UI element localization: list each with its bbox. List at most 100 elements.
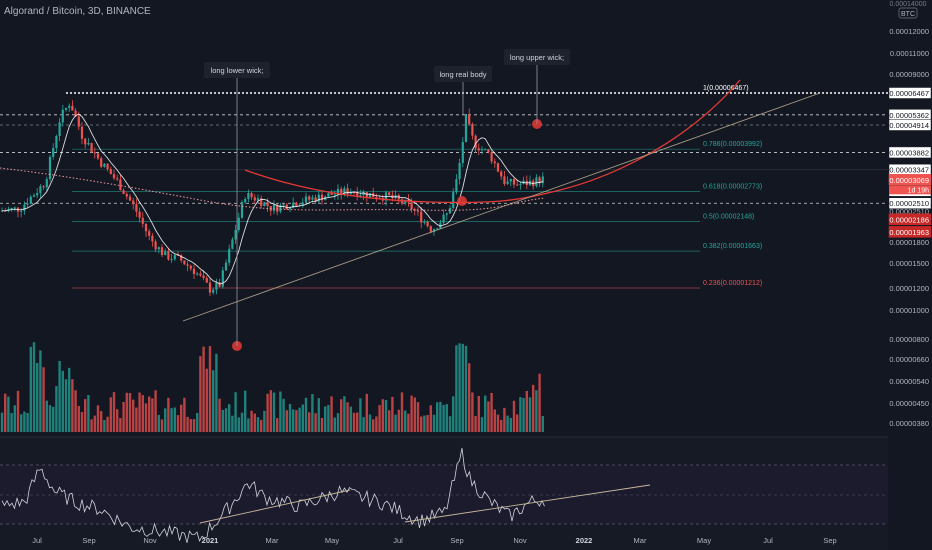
annotations[interactable]: long lower wick; long real body long upper…: [204, 49, 570, 346]
volume-bar: [132, 399, 135, 432]
candle-body: [538, 177, 541, 184]
candle: [442, 209, 445, 226]
volume-histogram: [0, 342, 544, 432]
volume-bar: [256, 417, 260, 432]
volume-bar: [352, 412, 356, 432]
price-badge-text: 0.00001963: [889, 228, 929, 237]
candle: [512, 178, 516, 188]
price-tick-label: 0.00001000: [889, 306, 929, 315]
candle-body: [509, 179, 512, 182]
volume-bar: [487, 401, 490, 432]
callout[interactable]: long lower wick;: [204, 62, 270, 346]
price-badge-bg: [888, 226, 932, 238]
candle-body: [32, 195, 36, 197]
candle-body: [52, 148, 55, 157]
volume-bar: [288, 404, 292, 432]
candle: [455, 174, 458, 195]
candle-body: [416, 210, 420, 212]
candle-body: [77, 116, 80, 127]
candle-body: [336, 188, 340, 195]
candle-body: [26, 203, 29, 205]
candle: [538, 175, 541, 188]
candle: [426, 220, 429, 228]
volume-bar: [541, 415, 544, 432]
fib-level-label: 0.236(0.00001212): [703, 280, 762, 287]
fib-retracement[interactable]: 1(0.00006467) 0.786(0.00003992) 0.618(0.00…: [0, 85, 888, 289]
candle-body: [42, 186, 45, 188]
volume-bar: [317, 398, 320, 432]
candle-body: [256, 198, 260, 201]
volume-bar: [103, 419, 106, 432]
candle: [199, 270, 202, 277]
callout-box: [434, 66, 492, 82]
candle: [26, 198, 29, 208]
indicator-overlays: [0, 79, 821, 351]
volume-bar: [468, 363, 471, 432]
candle-body: [301, 202, 304, 206]
candle-body: [93, 152, 96, 154]
candle: [87, 138, 90, 146]
price-badge: 0.00003347: [888, 163, 932, 176]
candle-body: [276, 204, 279, 212]
volume-bar: [525, 390, 528, 432]
candle-body: [400, 199, 404, 204]
candle: [164, 248, 167, 256]
callout[interactable]: long real body: [434, 66, 492, 115]
candle-body: [132, 200, 135, 205]
marker-dot: [457, 196, 467, 206]
candle: [295, 201, 298, 208]
candle-body: [535, 177, 538, 187]
candle: [250, 192, 253, 201]
currency-box[interactable]: [898, 7, 918, 19]
candle: [535, 174, 538, 188]
candle: [93, 147, 96, 159]
candle: [186, 261, 189, 272]
callout[interactable]: long upper wick;: [504, 49, 570, 124]
candle: [304, 192, 308, 205]
candle-body: [23, 204, 26, 211]
candle: [477, 143, 480, 156]
candle: [314, 194, 317, 205]
candle: [167, 247, 170, 261]
volume-bar: [23, 411, 26, 432]
volume-bar: [381, 399, 384, 432]
volume-bar: [272, 392, 276, 432]
volume-bar: [413, 397, 416, 432]
candle: [224, 259, 228, 271]
candle: [468, 108, 471, 126]
candle: [52, 143, 55, 160]
candle-body: [292, 202, 295, 208]
candle: [279, 202, 282, 214]
ascending-trendline[interactable]: [182, 92, 821, 322]
candle: [484, 148, 487, 151]
fib-level-label: 0.618(0.00002773): [703, 184, 762, 191]
volume-bar: [138, 392, 141, 432]
volume-bar: [13, 405, 16, 432]
price-badge: 0.00004914: [888, 119, 932, 131]
volume-bar: [359, 398, 362, 432]
candle: [285, 203, 288, 210]
candle: [221, 266, 224, 289]
candle-body: [151, 235, 154, 242]
candle: [519, 181, 522, 190]
candle: [39, 183, 42, 198]
candle-body: [183, 260, 186, 265]
volume-bar: [10, 412, 13, 432]
time-tick-label: 2022: [576, 536, 593, 545]
candle-body: [80, 126, 84, 139]
candle: [420, 207, 423, 229]
volume-bar: [458, 343, 461, 432]
volume-bar: [183, 397, 186, 432]
volume-bar: [135, 407, 138, 432]
time-axis[interactable]: Jul Sep Nov 2021 Mar May Jul Sep Nov 2022 Mar May Ju…: [32, 536, 836, 545]
candle-body: [477, 148, 480, 151]
price-axis[interactable]: [888, 0, 932, 550]
price-badge: 0.00003069: [888, 174, 932, 186]
volume-bar: [180, 404, 183, 432]
candle-body: [192, 268, 196, 274]
candle: [48, 155, 52, 182]
candle-body: [119, 179, 122, 191]
candle-body: [442, 214, 445, 223]
candle: [80, 122, 84, 145]
